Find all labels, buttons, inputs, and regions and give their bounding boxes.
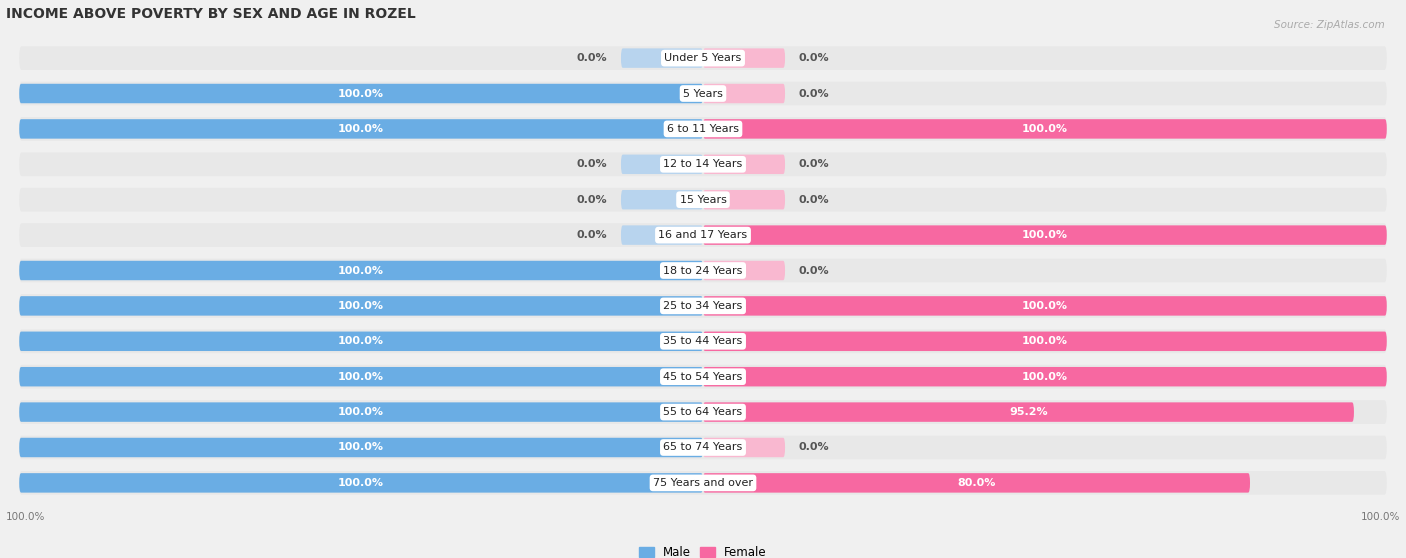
Text: 5 Years: 5 Years: [683, 89, 723, 99]
FancyBboxPatch shape: [703, 190, 785, 209]
FancyBboxPatch shape: [20, 188, 1386, 211]
Text: 0.0%: 0.0%: [799, 195, 830, 205]
FancyBboxPatch shape: [20, 81, 1386, 105]
FancyBboxPatch shape: [703, 438, 785, 457]
FancyBboxPatch shape: [703, 402, 1354, 422]
FancyBboxPatch shape: [20, 119, 703, 138]
Text: 100.0%: 100.0%: [1022, 230, 1069, 240]
Text: INCOME ABOVE POVERTY BY SEX AND AGE IN ROZEL: INCOME ABOVE POVERTY BY SEX AND AGE IN R…: [6, 7, 415, 21]
FancyBboxPatch shape: [20, 329, 1386, 353]
Text: 100.0%: 100.0%: [337, 89, 384, 99]
Text: 100.0%: 100.0%: [337, 407, 384, 417]
FancyBboxPatch shape: [703, 119, 1386, 138]
FancyBboxPatch shape: [20, 84, 703, 103]
Text: 0.0%: 0.0%: [799, 442, 830, 453]
Text: 0.0%: 0.0%: [576, 195, 607, 205]
Text: 100.0%: 100.0%: [337, 478, 384, 488]
Text: 75 Years and over: 75 Years and over: [652, 478, 754, 488]
FancyBboxPatch shape: [703, 155, 785, 174]
FancyBboxPatch shape: [20, 473, 703, 493]
Text: 0.0%: 0.0%: [799, 266, 830, 276]
FancyBboxPatch shape: [20, 296, 703, 316]
Text: 18 to 24 Years: 18 to 24 Years: [664, 266, 742, 276]
FancyBboxPatch shape: [20, 261, 703, 280]
FancyBboxPatch shape: [20, 436, 1386, 459]
FancyBboxPatch shape: [621, 155, 703, 174]
FancyBboxPatch shape: [703, 331, 1386, 351]
FancyBboxPatch shape: [20, 259, 1386, 282]
Text: 0.0%: 0.0%: [576, 230, 607, 240]
Text: 6 to 11 Years: 6 to 11 Years: [666, 124, 740, 134]
Text: 65 to 74 Years: 65 to 74 Years: [664, 442, 742, 453]
FancyBboxPatch shape: [20, 367, 703, 387]
FancyBboxPatch shape: [621, 49, 703, 68]
FancyBboxPatch shape: [20, 223, 1386, 247]
Text: 0.0%: 0.0%: [576, 159, 607, 169]
Text: 100.0%: 100.0%: [337, 336, 384, 347]
Text: 55 to 64 Years: 55 to 64 Years: [664, 407, 742, 417]
FancyBboxPatch shape: [20, 152, 1386, 176]
FancyBboxPatch shape: [20, 117, 1386, 141]
FancyBboxPatch shape: [20, 331, 703, 351]
Text: Source: ZipAtlas.com: Source: ZipAtlas.com: [1274, 20, 1385, 30]
Text: 100.0%: 100.0%: [337, 124, 384, 134]
Text: 100.0%: 100.0%: [1022, 372, 1069, 382]
Text: 100.0%: 100.0%: [337, 266, 384, 276]
FancyBboxPatch shape: [703, 225, 1386, 245]
FancyBboxPatch shape: [621, 225, 703, 245]
FancyBboxPatch shape: [20, 400, 1386, 424]
Text: 80.0%: 80.0%: [957, 478, 995, 488]
Text: 25 to 34 Years: 25 to 34 Years: [664, 301, 742, 311]
Text: 100.0%: 100.0%: [6, 512, 45, 522]
FancyBboxPatch shape: [703, 296, 1386, 316]
Text: 100.0%: 100.0%: [337, 301, 384, 311]
FancyBboxPatch shape: [20, 471, 1386, 495]
FancyBboxPatch shape: [20, 402, 703, 422]
Text: 100.0%: 100.0%: [1022, 301, 1069, 311]
Text: 0.0%: 0.0%: [799, 53, 830, 63]
FancyBboxPatch shape: [703, 367, 1386, 387]
Text: 100.0%: 100.0%: [1022, 124, 1069, 134]
Text: 100.0%: 100.0%: [1361, 512, 1400, 522]
FancyBboxPatch shape: [20, 294, 1386, 318]
Text: 15 Years: 15 Years: [679, 195, 727, 205]
FancyBboxPatch shape: [621, 190, 703, 209]
FancyBboxPatch shape: [20, 46, 1386, 70]
Text: 0.0%: 0.0%: [799, 89, 830, 99]
FancyBboxPatch shape: [703, 261, 785, 280]
Text: 45 to 54 Years: 45 to 54 Years: [664, 372, 742, 382]
Text: Under 5 Years: Under 5 Years: [665, 53, 741, 63]
Text: 95.2%: 95.2%: [1010, 407, 1047, 417]
Text: 16 and 17 Years: 16 and 17 Years: [658, 230, 748, 240]
Text: 0.0%: 0.0%: [799, 159, 830, 169]
FancyBboxPatch shape: [703, 473, 1250, 493]
Text: 100.0%: 100.0%: [337, 442, 384, 453]
Text: 35 to 44 Years: 35 to 44 Years: [664, 336, 742, 347]
FancyBboxPatch shape: [20, 365, 1386, 388]
Text: 0.0%: 0.0%: [576, 53, 607, 63]
Text: 12 to 14 Years: 12 to 14 Years: [664, 159, 742, 169]
FancyBboxPatch shape: [703, 84, 785, 103]
Text: 100.0%: 100.0%: [337, 372, 384, 382]
FancyBboxPatch shape: [703, 49, 785, 68]
Legend: Male, Female: Male, Female: [640, 546, 766, 558]
FancyBboxPatch shape: [20, 438, 703, 457]
Text: 100.0%: 100.0%: [1022, 336, 1069, 347]
